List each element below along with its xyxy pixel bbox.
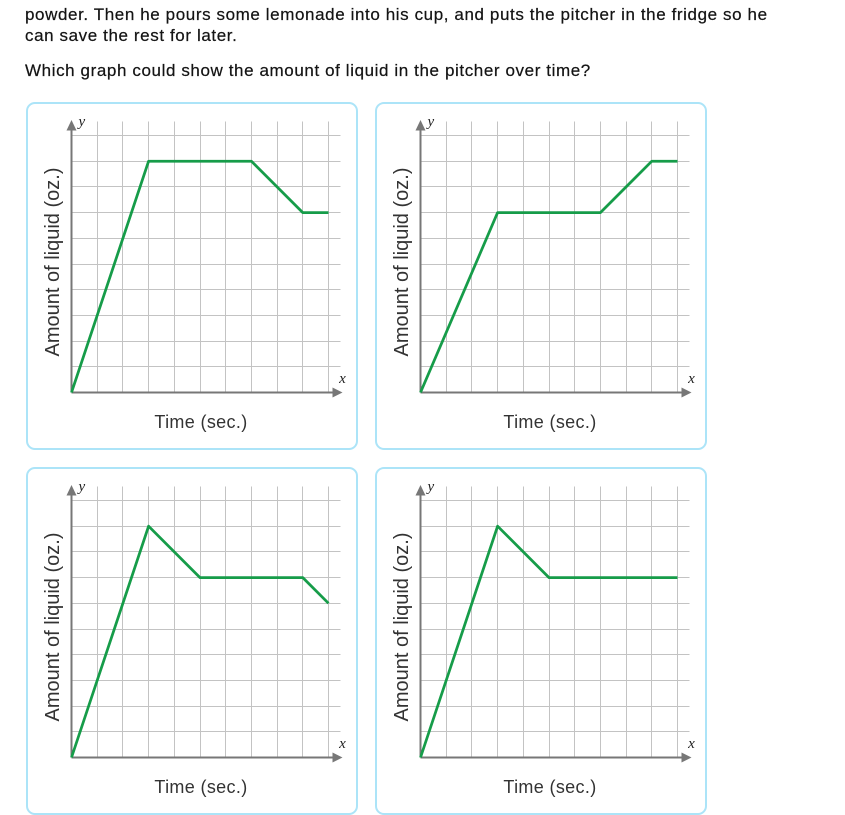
svg-text:Amount of liquid (oz.): Amount of liquid (oz.) xyxy=(391,533,413,722)
svg-text:Amount of liquid (oz.): Amount of liquid (oz.) xyxy=(42,168,64,357)
svg-text:x: x xyxy=(338,736,346,752)
svg-text:Time (sec.): Time (sec.) xyxy=(154,412,247,432)
svg-text:x: x xyxy=(687,371,695,387)
svg-text:y: y xyxy=(77,114,86,130)
svg-text:y: y xyxy=(426,114,435,130)
svg-text:Time (sec.): Time (sec.) xyxy=(154,777,247,797)
svg-text:y: y xyxy=(426,479,435,495)
svg-text:Amount of liquid (oz.): Amount of liquid (oz.) xyxy=(391,168,413,357)
svg-text:Time (sec.): Time (sec.) xyxy=(503,777,596,797)
svg-text:x: x xyxy=(687,736,695,752)
svg-text:Time (sec.): Time (sec.) xyxy=(503,412,596,432)
svg-text:Amount of liquid (oz.): Amount of liquid (oz.) xyxy=(42,533,64,722)
svg-text:y: y xyxy=(77,479,86,495)
svg-text:x: x xyxy=(338,371,346,387)
